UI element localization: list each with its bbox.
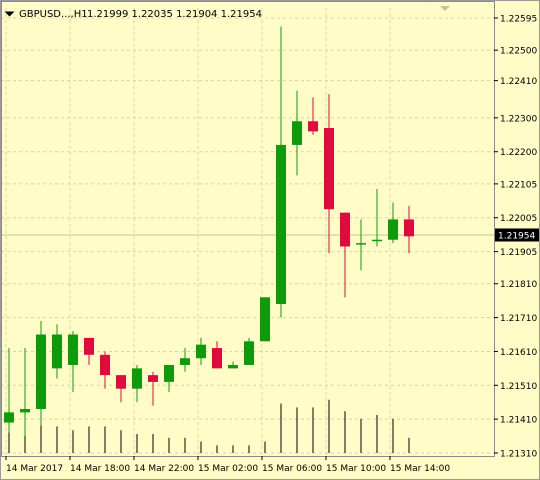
time-axis[interactable]: 14 Mar 2017 14 Mar 18:00 14 Mar 22:00 15 Ma… [5,456,450,474]
time-tick-label: 15 Mar 10:00 [326,464,386,474]
price-tick-label: 1.22200 [500,148,537,158]
time-tick-label: 15 Mar 02:00 [198,464,258,474]
candle-body [164,364,174,382]
price-tick-label: 1.22500 [500,47,537,57]
current-price-tag [495,228,539,242]
ohlc-readout: 1.21999 1.22035 1.21904 1.21954 [87,9,262,20]
time-tick-label: 14 Mar 2017 [6,464,63,474]
grid [1,8,494,456]
symbol-label: GBPUSD...,H1 [19,9,88,20]
price-tick-label: 1.22410 [500,77,537,87]
time-tick-label: 15 Mar 14:00 [390,464,450,474]
candle-body [68,334,78,365]
price-tick-label: 1.22005 [500,214,537,224]
price-tick-label: 1.21905 [500,248,537,258]
price-tick-label: 1.21410 [500,416,537,426]
candle-body [36,334,46,409]
candle-body [52,334,62,369]
candle-body [356,243,366,245]
candle-body [372,239,382,242]
candle-body [116,375,126,389]
candle-body [148,375,158,382]
time-tick-label: 14 Mar 22:00 [134,464,194,474]
triangle-down-icon[interactable] [4,11,15,17]
candle-body [228,364,238,369]
candle-body [132,368,142,389]
price-tick-label: 1.22105 [500,180,537,190]
collapse-icon[interactable] [440,6,450,11]
price-tick-label: 1.21810 [500,280,537,290]
plot-frame [1,1,495,457]
candle-body [196,344,206,359]
price-tick-label: 1.21610 [500,348,537,358]
price-tick-label: 1.22300 [500,114,537,124]
candle-body [100,354,110,376]
price-tick-label: 1.21510 [500,382,537,392]
time-tick-label: 15 Mar 06:00 [262,464,322,474]
price-tick-label: 1.22595 [500,15,537,25]
candle-body [260,297,270,342]
time-tick-label: 14 Mar 18:00 [70,464,130,474]
candle-body [84,337,94,355]
candles [4,26,414,437]
candle-body [20,408,30,413]
candle-body [212,348,222,369]
candle-body [324,128,334,210]
candle-body [292,121,302,145]
price-tick-label: 1.21710 [500,314,537,324]
candle-body [404,219,414,237]
current-price-value: 1.21954 [498,231,535,241]
volume-bars [8,399,410,453]
candle-body [180,358,190,365]
price-tick-label: 1.21310 [500,450,537,460]
candle-body [244,341,254,365]
candle-body [308,121,318,132]
candle-body [340,212,350,247]
candle-body [4,412,14,423]
candle-body [276,144,286,305]
candle-body [388,219,398,240]
price-axis[interactable]: 1.22595 1.22500 1.22410 1.22300 1.22200 1.221… [494,15,537,460]
